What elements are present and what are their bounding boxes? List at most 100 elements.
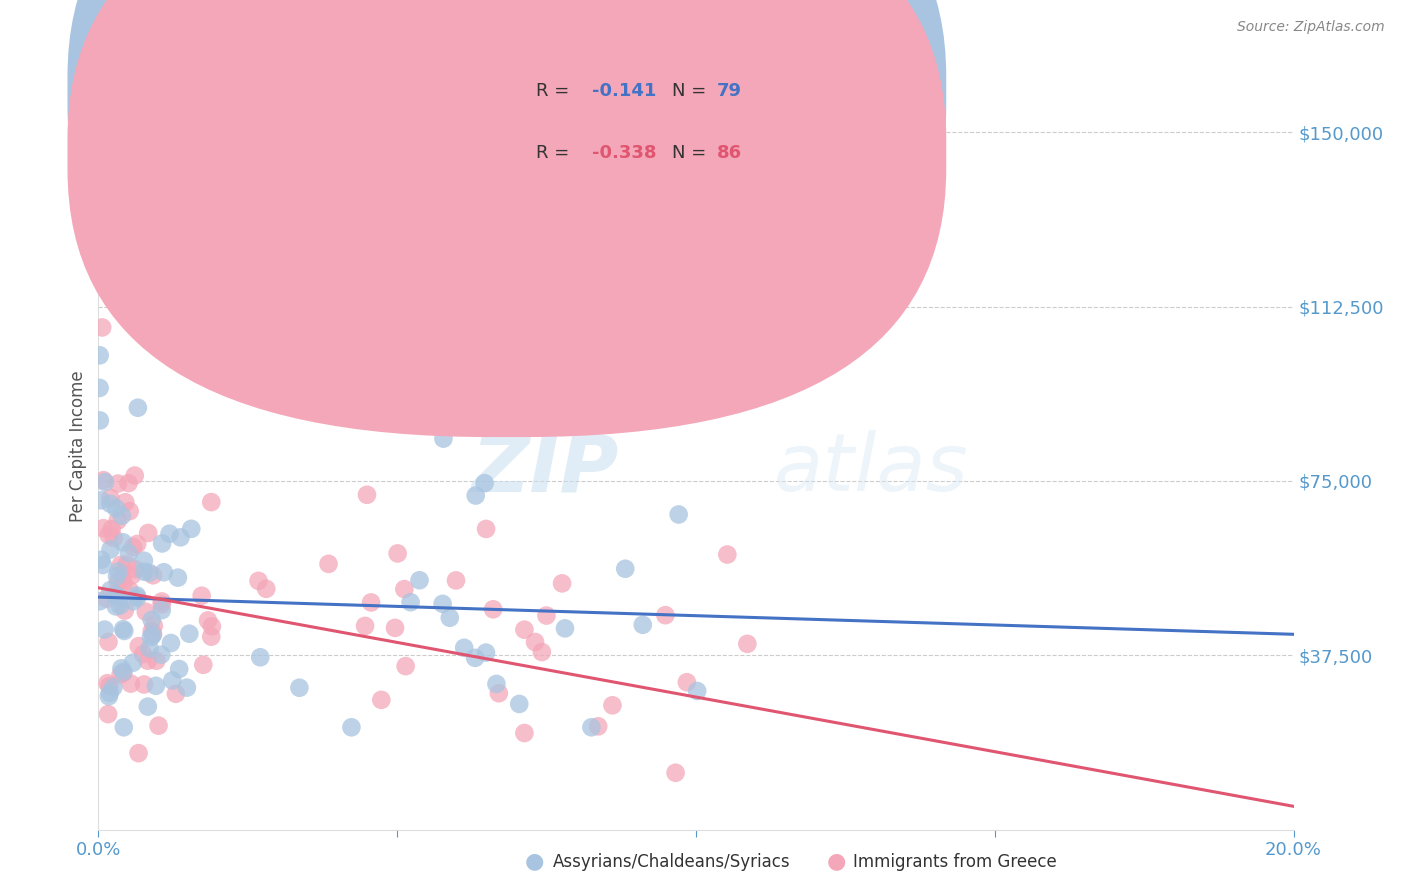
Point [444, 574, 467, 588]
Point [551, 576, 574, 591]
Text: 86: 86 [717, 145, 742, 162]
Point [107, 476, 129, 491]
Point [142, 628, 165, 642]
Point [110, 661, 132, 675]
Point [117, 476, 139, 491]
Point [524, 635, 547, 649]
Point [581, 720, 603, 734]
Point [97, 690, 120, 704]
Point [115, 558, 138, 572]
Text: ●: ● [524, 852, 544, 871]
Point [318, 557, 340, 571]
Point [98, 686, 121, 700]
Point [356, 488, 378, 502]
Point [686, 684, 709, 698]
Text: Immigrants from Greece: Immigrants from Greece [853, 854, 1057, 871]
Text: N =: N = [672, 82, 711, 100]
Point [485, 677, 508, 691]
Point [145, 654, 167, 668]
Point [631, 617, 654, 632]
Point [614, 562, 637, 576]
Point [169, 530, 191, 544]
Point [104, 599, 127, 614]
Point [508, 697, 530, 711]
Point [108, 599, 131, 613]
Text: Source: ZipAtlas.com: Source: ZipAtlas.com [1237, 20, 1385, 34]
Point [150, 648, 173, 662]
Point [676, 675, 699, 690]
Text: N =: N = [672, 145, 711, 162]
Text: -0.141: -0.141 [592, 82, 657, 100]
Point [128, 639, 150, 653]
Point [165, 687, 187, 701]
Point [197, 614, 219, 628]
Point [464, 489, 486, 503]
Point [120, 676, 142, 690]
Point [107, 565, 129, 579]
Point [110, 667, 132, 681]
Point [200, 495, 222, 509]
Point [112, 575, 135, 590]
Point [114, 495, 136, 509]
Point [340, 720, 363, 734]
Point [112, 624, 135, 638]
Point [111, 571, 134, 585]
Point [176, 681, 198, 695]
Point [536, 608, 558, 623]
Point [103, 531, 125, 545]
Y-axis label: Per Capita Income: Per Capita Income [69, 370, 87, 522]
Point [118, 546, 141, 560]
Text: ZIP: ZIP [471, 430, 619, 508]
Point [475, 646, 498, 660]
Point [98, 679, 121, 693]
Text: ASSYRIAN/CHALDEAN/SYRIAC VS IMMIGRANTS FROM GREECE PER CAPITA INCOME CORRELATION: ASSYRIAN/CHALDEAN/SYRIAC VS IMMIGRANTS F… [98, 34, 938, 49]
Point [474, 476, 496, 491]
Point [100, 522, 122, 536]
Point [124, 468, 146, 483]
Text: R =: R = [536, 82, 575, 100]
Point [107, 514, 129, 528]
Point [141, 624, 163, 639]
Point [127, 591, 149, 605]
Point [190, 589, 212, 603]
Point [105, 501, 128, 516]
Point [105, 569, 128, 583]
Point [89, 381, 111, 395]
Point [142, 627, 165, 641]
Point [100, 583, 122, 598]
Point [132, 677, 155, 691]
Point [162, 673, 184, 688]
Point [167, 571, 190, 585]
Point [387, 546, 409, 560]
Point [110, 558, 132, 572]
Point [111, 508, 134, 523]
Point [602, 698, 624, 713]
Point [145, 679, 167, 693]
Point [153, 566, 176, 580]
Point [112, 665, 135, 679]
Point [201, 619, 224, 633]
Point [132, 647, 155, 661]
Point [394, 582, 416, 596]
Point [488, 686, 510, 700]
Point [96, 591, 118, 606]
Point [118, 504, 141, 518]
Point [180, 522, 202, 536]
Point [160, 636, 183, 650]
Point [108, 591, 131, 605]
Point [167, 662, 190, 676]
Point [134, 565, 156, 579]
Point [716, 548, 738, 562]
Point [475, 522, 498, 536]
Point [395, 659, 418, 673]
Text: ●: ● [827, 852, 846, 871]
Point [138, 566, 160, 580]
Point [254, 582, 277, 596]
Point [89, 274, 111, 288]
Point [97, 528, 120, 542]
Point [100, 497, 122, 511]
Text: -0.338: -0.338 [592, 145, 657, 162]
Point [100, 491, 122, 505]
Point [360, 595, 382, 609]
Point [354, 619, 377, 633]
